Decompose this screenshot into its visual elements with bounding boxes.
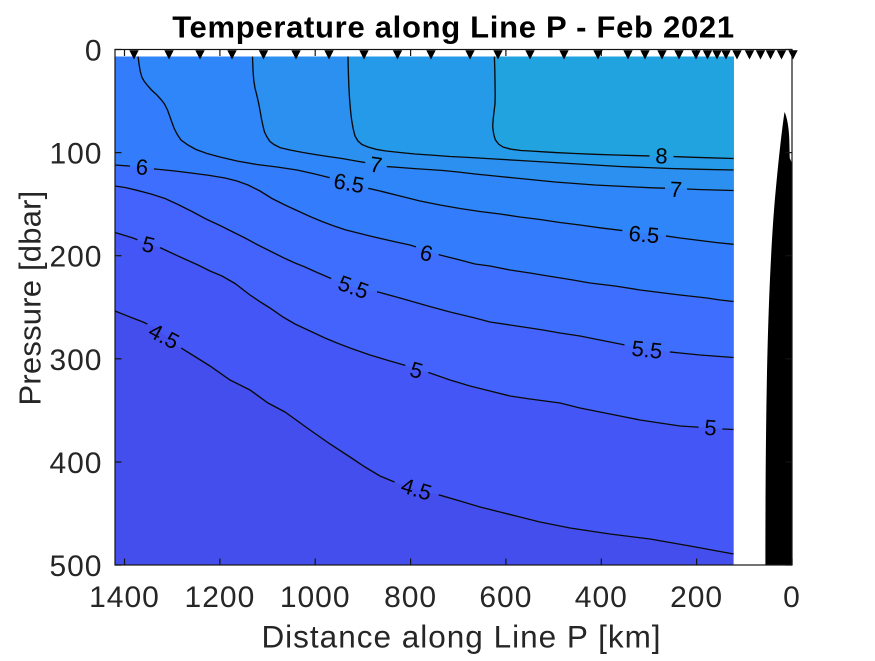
svg-text:5: 5 [139, 231, 157, 258]
svg-text:800: 800 [384, 581, 437, 614]
svg-text:7: 7 [368, 152, 384, 178]
svg-text:1400: 1400 [89, 581, 160, 614]
svg-text:Distance along Line P [km]: Distance along Line P [km] [261, 619, 661, 655]
svg-text:1200: 1200 [185, 581, 256, 614]
svg-text:6: 6 [135, 154, 149, 180]
svg-text:8: 8 [655, 143, 668, 168]
svg-text:6.5: 6.5 [628, 221, 661, 249]
svg-text:300: 300 [49, 344, 102, 377]
svg-text:Pressure [dbar]: Pressure [dbar] [13, 191, 48, 406]
svg-text:500: 500 [49, 550, 102, 583]
svg-text:1000: 1000 [280, 581, 351, 614]
svg-text:0: 0 [783, 581, 801, 614]
svg-text:5: 5 [704, 415, 718, 441]
svg-text:600: 600 [479, 581, 532, 614]
svg-text:400: 400 [49, 447, 102, 480]
svg-text:200: 200 [49, 241, 102, 274]
svg-text:100: 100 [49, 138, 102, 171]
svg-text:5.5: 5.5 [630, 336, 663, 364]
svg-text:Temperature along Line P - Feb: Temperature along Line P - Feb 2021 [172, 10, 735, 45]
svg-text:6.5: 6.5 [332, 168, 366, 198]
svg-text:6: 6 [418, 240, 436, 267]
svg-text:0: 0 [85, 35, 103, 68]
svg-text:200: 200 [670, 581, 723, 614]
svg-text:400: 400 [575, 581, 628, 614]
svg-text:7: 7 [669, 177, 683, 203]
